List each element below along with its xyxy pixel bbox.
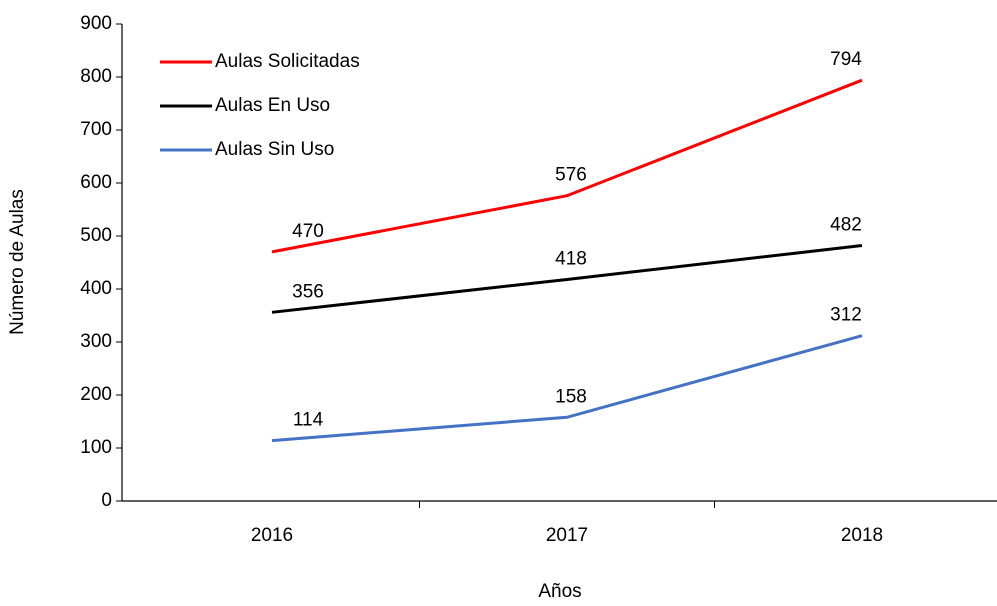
line-series [271,334,863,443]
legend-label: Aulas Sin Uso [215,139,334,160]
x-tick-label: 2017 [546,525,588,546]
data-label: 114 [293,410,324,431]
legend-label: Aulas En Uso [215,95,330,116]
data-label: 794 [830,49,862,70]
y-tick-label: 100 [80,437,112,458]
y-tick-label: 800 [80,66,112,87]
y-tick-label: 500 [80,225,112,246]
legend-label: Aulas Solicitadas [215,51,360,72]
data-label: 356 [292,281,324,302]
x-tick-label: 2018 [841,525,883,546]
x-tick-label: 2016 [251,525,293,546]
data-label: 470 [292,221,324,242]
y-tick-label: 900 [80,13,112,34]
data-label: 158 [555,386,587,407]
y-axis-label: Número de Aulas [7,189,28,335]
y-tick-label: 600 [80,172,112,193]
data-label: 482 [830,215,862,236]
data-label: 576 [555,165,587,186]
data-label: 418 [555,248,587,269]
y-tick-label: 300 [80,331,112,352]
data-label: 312 [830,305,862,326]
y-tick-label: 400 [80,278,112,299]
y-tick-label: 700 [80,119,112,140]
y-tick-label: 200 [80,384,112,405]
y-tick-label: 0 [101,490,112,511]
x-axis-label: Años [538,581,581,601]
line-series [271,244,863,314]
line-series [271,78,863,254]
